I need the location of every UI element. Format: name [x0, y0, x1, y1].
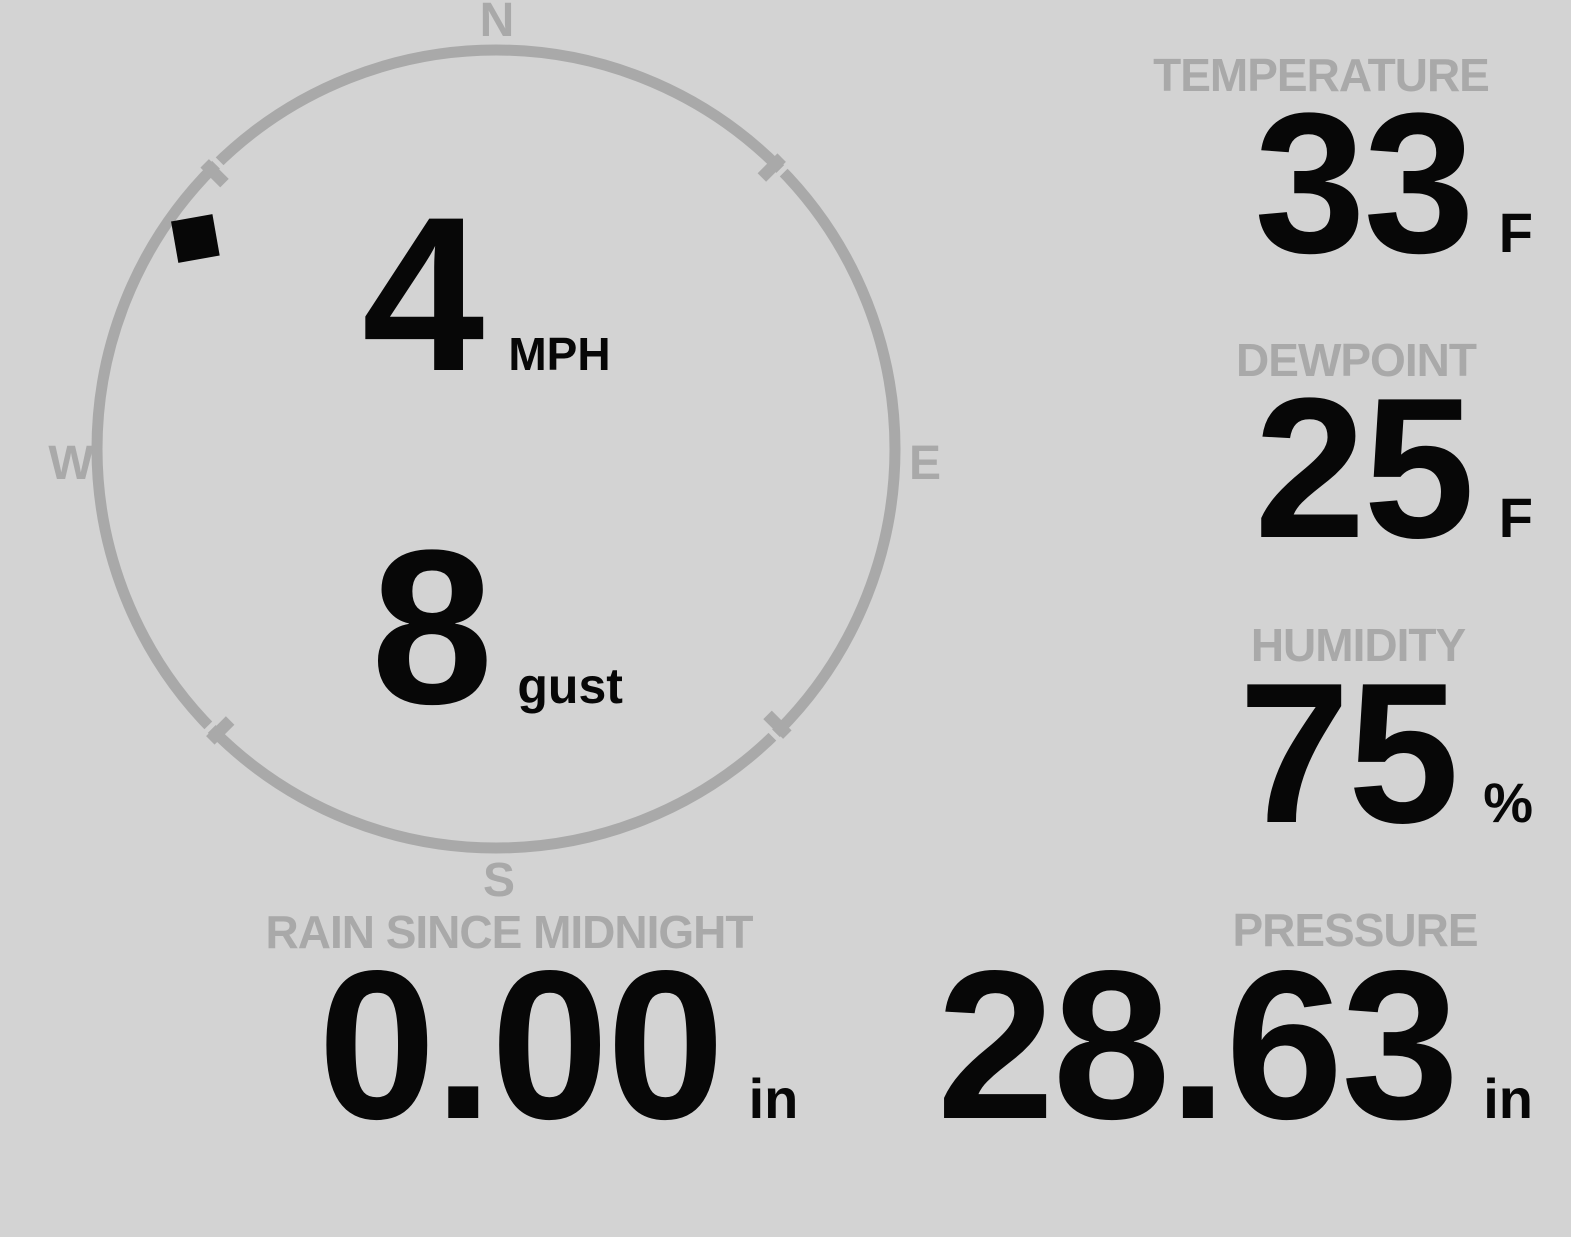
temperature-label: TEMPERATURE: [1153, 49, 1490, 101]
humidity-unit: %: [1483, 771, 1533, 834]
pressure-value: 28.63: [936, 926, 1460, 1163]
temperature-readout: 33 F: [1254, 84, 1533, 284]
cardinal-south-label: S: [482, 854, 516, 907]
compass-tick-nw: [200, 151, 230, 188]
wind-speed-value: 4: [362, 171, 484, 417]
pressure-readout: 28.63 in: [937, 939, 1533, 1151]
wind-compass-gauge: [91, 44, 901, 854]
pressure-unit: in: [1483, 1067, 1533, 1130]
compass-tick-sw: [198, 715, 235, 745]
rain-readout: 0.00 in: [318, 939, 798, 1151]
wind-gust-unit: gust: [517, 658, 623, 714]
cardinal-north-label: N: [479, 0, 515, 47]
dewpoint-unit: F: [1498, 486, 1533, 549]
compass-tick-ne: [757, 153, 794, 183]
dewpoint-value: 25: [1254, 357, 1474, 580]
wind-direction-marker: [171, 214, 220, 263]
compass-ring: [91, 44, 901, 854]
wind-gust-readout: 8 gust: [371, 517, 623, 737]
humidity-value: 75: [1238, 642, 1459, 865]
wind-direction-marker-group: [171, 214, 220, 263]
humidity-readout: 75 %: [1239, 654, 1533, 854]
humidity-label: HUMIDITY: [1250, 619, 1466, 671]
dewpoint-label: DEWPOINT: [1236, 334, 1477, 386]
rain-unit: in: [748, 1067, 799, 1130]
cardinal-east-label: E: [908, 437, 942, 490]
rain-since-midnight-label: RAIN SINCE MIDNIGHT: [265, 906, 754, 958]
temperature-unit: F: [1498, 201, 1533, 264]
pressure-label: PRESSURE: [1232, 904, 1478, 956]
temperature-value: 33: [1254, 72, 1474, 295]
compass-tick-se: [762, 710, 792, 747]
dewpoint-readout: 25 F: [1254, 369, 1533, 569]
wind-gust-value: 8: [371, 504, 493, 750]
cardinal-west-label: W: [48, 437, 94, 490]
wind-speed-unit: MPH: [508, 328, 611, 380]
wind-speed-readout: 4 MPH: [362, 184, 611, 404]
rain-value: 0.00: [318, 926, 725, 1163]
